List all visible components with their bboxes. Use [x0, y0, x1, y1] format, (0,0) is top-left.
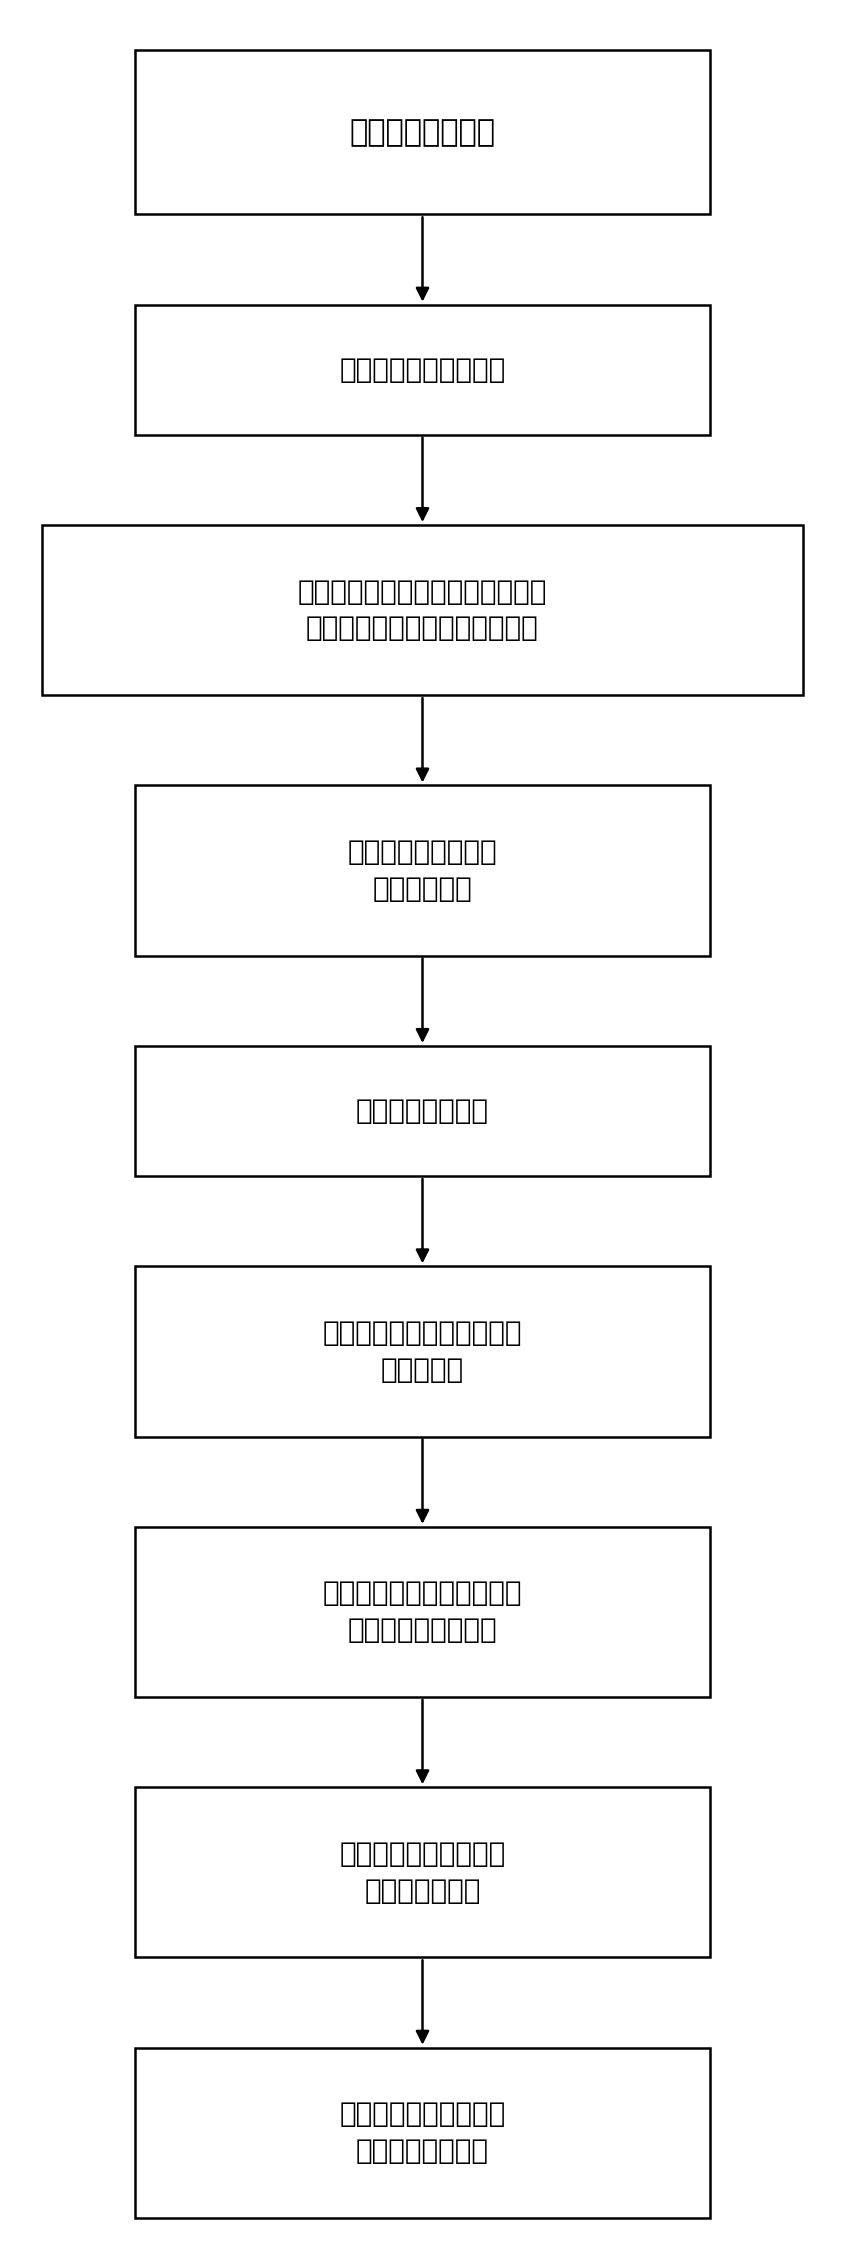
- FancyBboxPatch shape: [135, 304, 709, 435]
- Text: 控制器根据输入信息查找车
辆所在车位: 控制器根据输入信息查找车 辆所在车位: [322, 1320, 522, 1383]
- FancyBboxPatch shape: [135, 1266, 709, 1436]
- Text: 智能输送设备将车辆运
送至停车场出入口: 智能输送设备将车辆运 送至停车场出入口: [339, 2100, 505, 2166]
- FancyBboxPatch shape: [135, 50, 709, 215]
- FancyBboxPatch shape: [135, 2048, 709, 2218]
- Text: 升降装置将车辆降落值
智能输送设备上: 升降装置将车辆降落值 智能输送设备上: [339, 1839, 505, 1905]
- Text: 横移装置横移车位下方所有
车辆。让出升降通道: 横移装置横移车位下方所有 车辆。让出升降通道: [322, 1579, 522, 1644]
- Text: 用户申请停车服务: 用户申请停车服务: [349, 118, 495, 147]
- FancyBboxPatch shape: [135, 1787, 709, 1957]
- Text: 升降横移设备将车辆
升至指定车位: 升降横移设备将车辆 升至指定车位: [347, 839, 497, 903]
- FancyBboxPatch shape: [135, 785, 709, 955]
- FancyBboxPatch shape: [42, 524, 802, 696]
- Text: 控制器查找合适的车位: 控制器查找合适的车位: [339, 356, 505, 383]
- Text: 控制器向智能输送设备发送指令，
将车辆运送至升降横移设备下方: 控制器向智能输送设备发送指令， 将车辆运送至升降横移设备下方: [297, 578, 547, 642]
- FancyBboxPatch shape: [135, 1046, 709, 1177]
- Text: 用户申请取车服务: 用户申请取车服务: [355, 1098, 489, 1125]
- FancyBboxPatch shape: [135, 1526, 709, 1696]
